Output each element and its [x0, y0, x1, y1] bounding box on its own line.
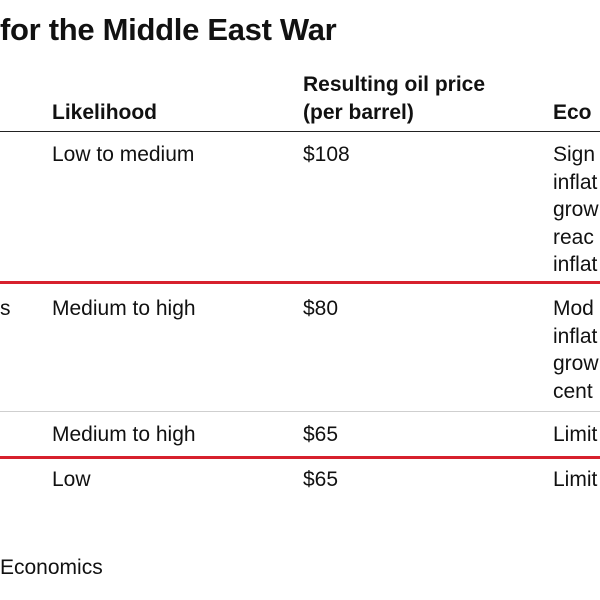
- row-2-economic-line-4: cent: [553, 379, 593, 403]
- row-separator-red-1: [0, 281, 600, 284]
- row-2-likelihood: Medium to high: [52, 297, 196, 320]
- row-1-economic-line-5: inflat: [553, 253, 598, 276]
- row-3-likelihood: Medium to high: [52, 423, 196, 446]
- column-header-likelihood: Likelihood: [52, 101, 157, 124]
- header-rule: [0, 131, 600, 132]
- row-separator-red-2: [0, 456, 600, 459]
- row-1-economic-line-1: Sign: [553, 143, 596, 166]
- row-4-economic-line-1: Limit: [553, 468, 598, 491]
- row-2-economic-line-1: Mod: [553, 297, 594, 320]
- row-3-oil-price: $65: [303, 423, 339, 446]
- row-1-likelihood: Low to medium: [52, 143, 195, 166]
- row-2-oil-price: $80: [303, 297, 339, 320]
- row-2-economic-line-2: inflat: [553, 324, 598, 348]
- row-4-oil-price: $65: [303, 468, 339, 491]
- row-3-economic-line-1: Limit: [553, 423, 598, 446]
- column-header-oil-price-line-1: Resulting oil price: [303, 73, 486, 96]
- row-2-economic-line-3: grow: [553, 352, 599, 375]
- row-2-scenario-fragment: s: [0, 297, 11, 320]
- source-note: Economics: [0, 556, 103, 579]
- row-4-likelihood: Low: [52, 468, 91, 491]
- row-separator-grey: [0, 411, 600, 412]
- table-title: for the Middle East War: [0, 12, 337, 47]
- column-header-oil-price-line-2: (per barrel): [303, 101, 414, 124]
- column-header-economic-impact: Eco: [553, 101, 592, 124]
- row-1-economic-line-4: reac: [553, 225, 594, 249]
- row-1-economic-line-3: grow: [553, 198, 599, 221]
- row-1-economic-line-2: inflat: [553, 170, 598, 194]
- row-1-oil-price: $108: [303, 143, 350, 166]
